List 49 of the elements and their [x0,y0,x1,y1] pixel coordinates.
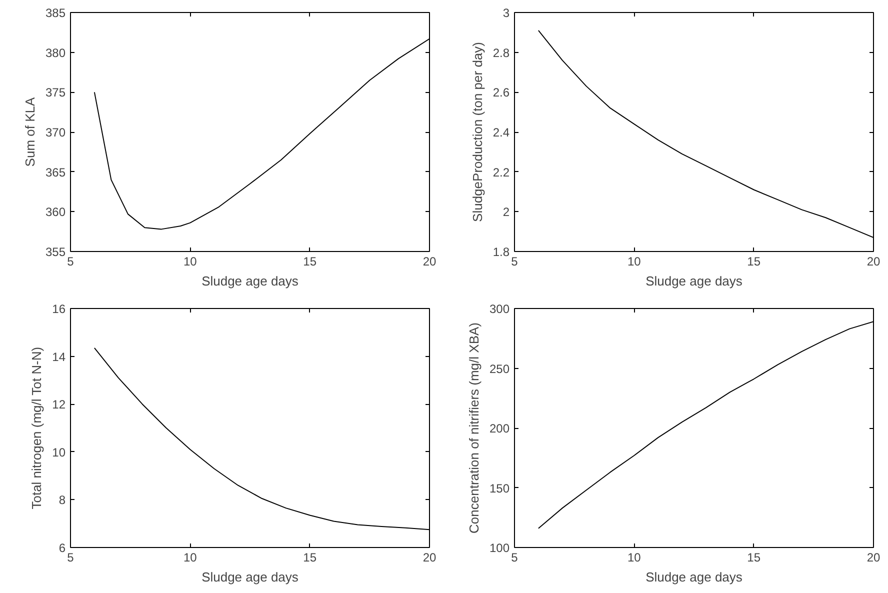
x-axis-title: Sludge age days [202,274,299,288]
x-axis-title: Sludge age days [646,570,743,584]
y-tick-label: 8 [58,493,66,508]
y-tick-label: 360 [45,205,66,220]
y-tick-label: 6 [58,541,66,555]
x-axis-title: Sludge age days [646,274,743,288]
x-tick-label: 15 [747,550,761,564]
x-tick-label: 5 [511,550,518,564]
y-tick-label: 2.6 [492,86,510,100]
y-tick-label: 355 [45,245,66,259]
x-tick-label: 5 [511,254,518,268]
y-tick-label: 300 [489,302,510,316]
x-tick-label: 10 [183,254,198,268]
y-tick-label: 385 [45,6,66,20]
x-tick-label: 15 [747,254,761,268]
x-tick-label: 15 [303,254,317,268]
x-axis-title: Sludge age days [202,570,299,584]
y-tick-label: 370 [45,126,66,140]
y-tick-label: 1.8 [492,245,510,259]
y-tick-label: 10 [52,445,66,460]
y-axis-title: Total nitrogen (mg/l Tot N-N) [29,346,44,510]
y-tick-label: 365 [45,165,66,180]
y-tick-label: 375 [45,86,66,100]
y-tick-label: 2.4 [492,126,510,140]
y-axis-title: Sum of KLA [22,96,38,167]
y-axis-title: Concentration of nitrifiers (mg/l XBA) [466,322,482,534]
x-tick-label: 10 [627,254,642,268]
y-tick-label: 16 [52,302,66,316]
y-tick-label: 12 [52,398,66,412]
y-tick-label: 3 [502,6,510,20]
x-tick-label: 20 [866,254,880,268]
y-tick-label: 380 [45,46,66,60]
y-tick-label: 250 [489,362,510,376]
y-tick-label: 14 [52,350,66,364]
x-tick-label: 15 [303,550,317,564]
y-tick-label: 2.2 [492,165,510,180]
y-tick-label: 2.8 [492,46,510,60]
x-tick-label: 20 [422,550,436,564]
y-axis-title: SludgeProduction (ton per day) [470,42,485,222]
y-tick-label: 100 [489,541,510,555]
y-tick-label: 150 [489,481,510,496]
x-tick-label: 20 [422,254,436,268]
y-tick-label: 2 [502,205,510,220]
x-tick-label: 20 [866,550,880,564]
x-tick-label: 10 [627,550,642,564]
y-tick-label: 200 [489,422,510,436]
x-tick-label: 5 [67,254,74,268]
x-tick-label: 5 [67,550,74,564]
x-tick-label: 10 [183,550,198,564]
